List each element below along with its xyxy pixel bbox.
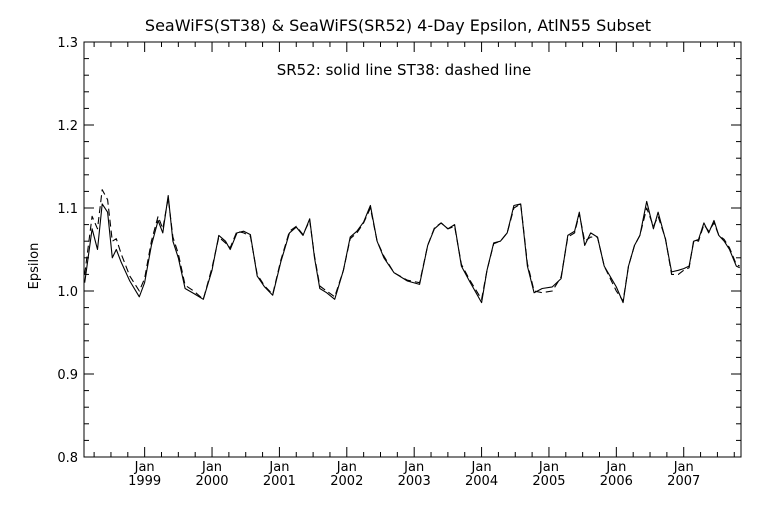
y-tick-label: 0.8 (57, 451, 78, 466)
x-tick-month: Jan (134, 460, 155, 475)
x-tick-month: Jan (403, 460, 424, 475)
x-tick-month: Jan (673, 460, 694, 475)
y-tick-label: 1.3 (57, 36, 78, 51)
chart-title: SeaWiFS(ST38) & SeaWiFS(SR52) 4-Day Epsi… (145, 16, 651, 35)
x-tick-year: 2000 (195, 474, 228, 489)
y-tick-label: 1.0 (57, 285, 78, 300)
x-tick-month: Jan (336, 460, 357, 475)
x-axis: Jan1999Jan2000Jan2001Jan2002Jan2003Jan20… (93, 42, 735, 489)
y-tick-label: 0.9 (57, 368, 78, 383)
x-tick-month: Jan (268, 460, 289, 475)
line-style-annotation: SR52: solid line ST38: dashed line (277, 61, 532, 79)
x-tick-year: 2001 (263, 474, 296, 489)
y-axis: 0.8 0.9 1.0 1.1 1.2 1.3 (57, 36, 741, 466)
x-tick-year: 2002 (330, 474, 363, 489)
x-tick-month: Jan (201, 460, 222, 475)
plot-frame (83, 41, 742, 458)
x-tick-year: 2004 (465, 474, 498, 489)
y-tick-label: 1.2 (57, 119, 78, 134)
y-axis-label: Epsilon (27, 243, 42, 290)
series-layer (84, 189, 740, 304)
x-tick-year: 2007 (667, 474, 700, 489)
x-tick-year: 1999 (128, 474, 161, 489)
series-sr52-line (84, 195, 740, 304)
x-tick-month: Jan (605, 460, 626, 475)
x-tick-year: 2006 (600, 474, 633, 489)
x-tick-month: Jan (538, 460, 559, 475)
series-st38-line (84, 189, 740, 302)
x-tick-month: Jan (471, 460, 492, 475)
y-tick-label: 1.1 (57, 202, 78, 217)
x-tick-year: 2003 (398, 474, 431, 489)
x-tick-year: 2005 (532, 474, 565, 489)
